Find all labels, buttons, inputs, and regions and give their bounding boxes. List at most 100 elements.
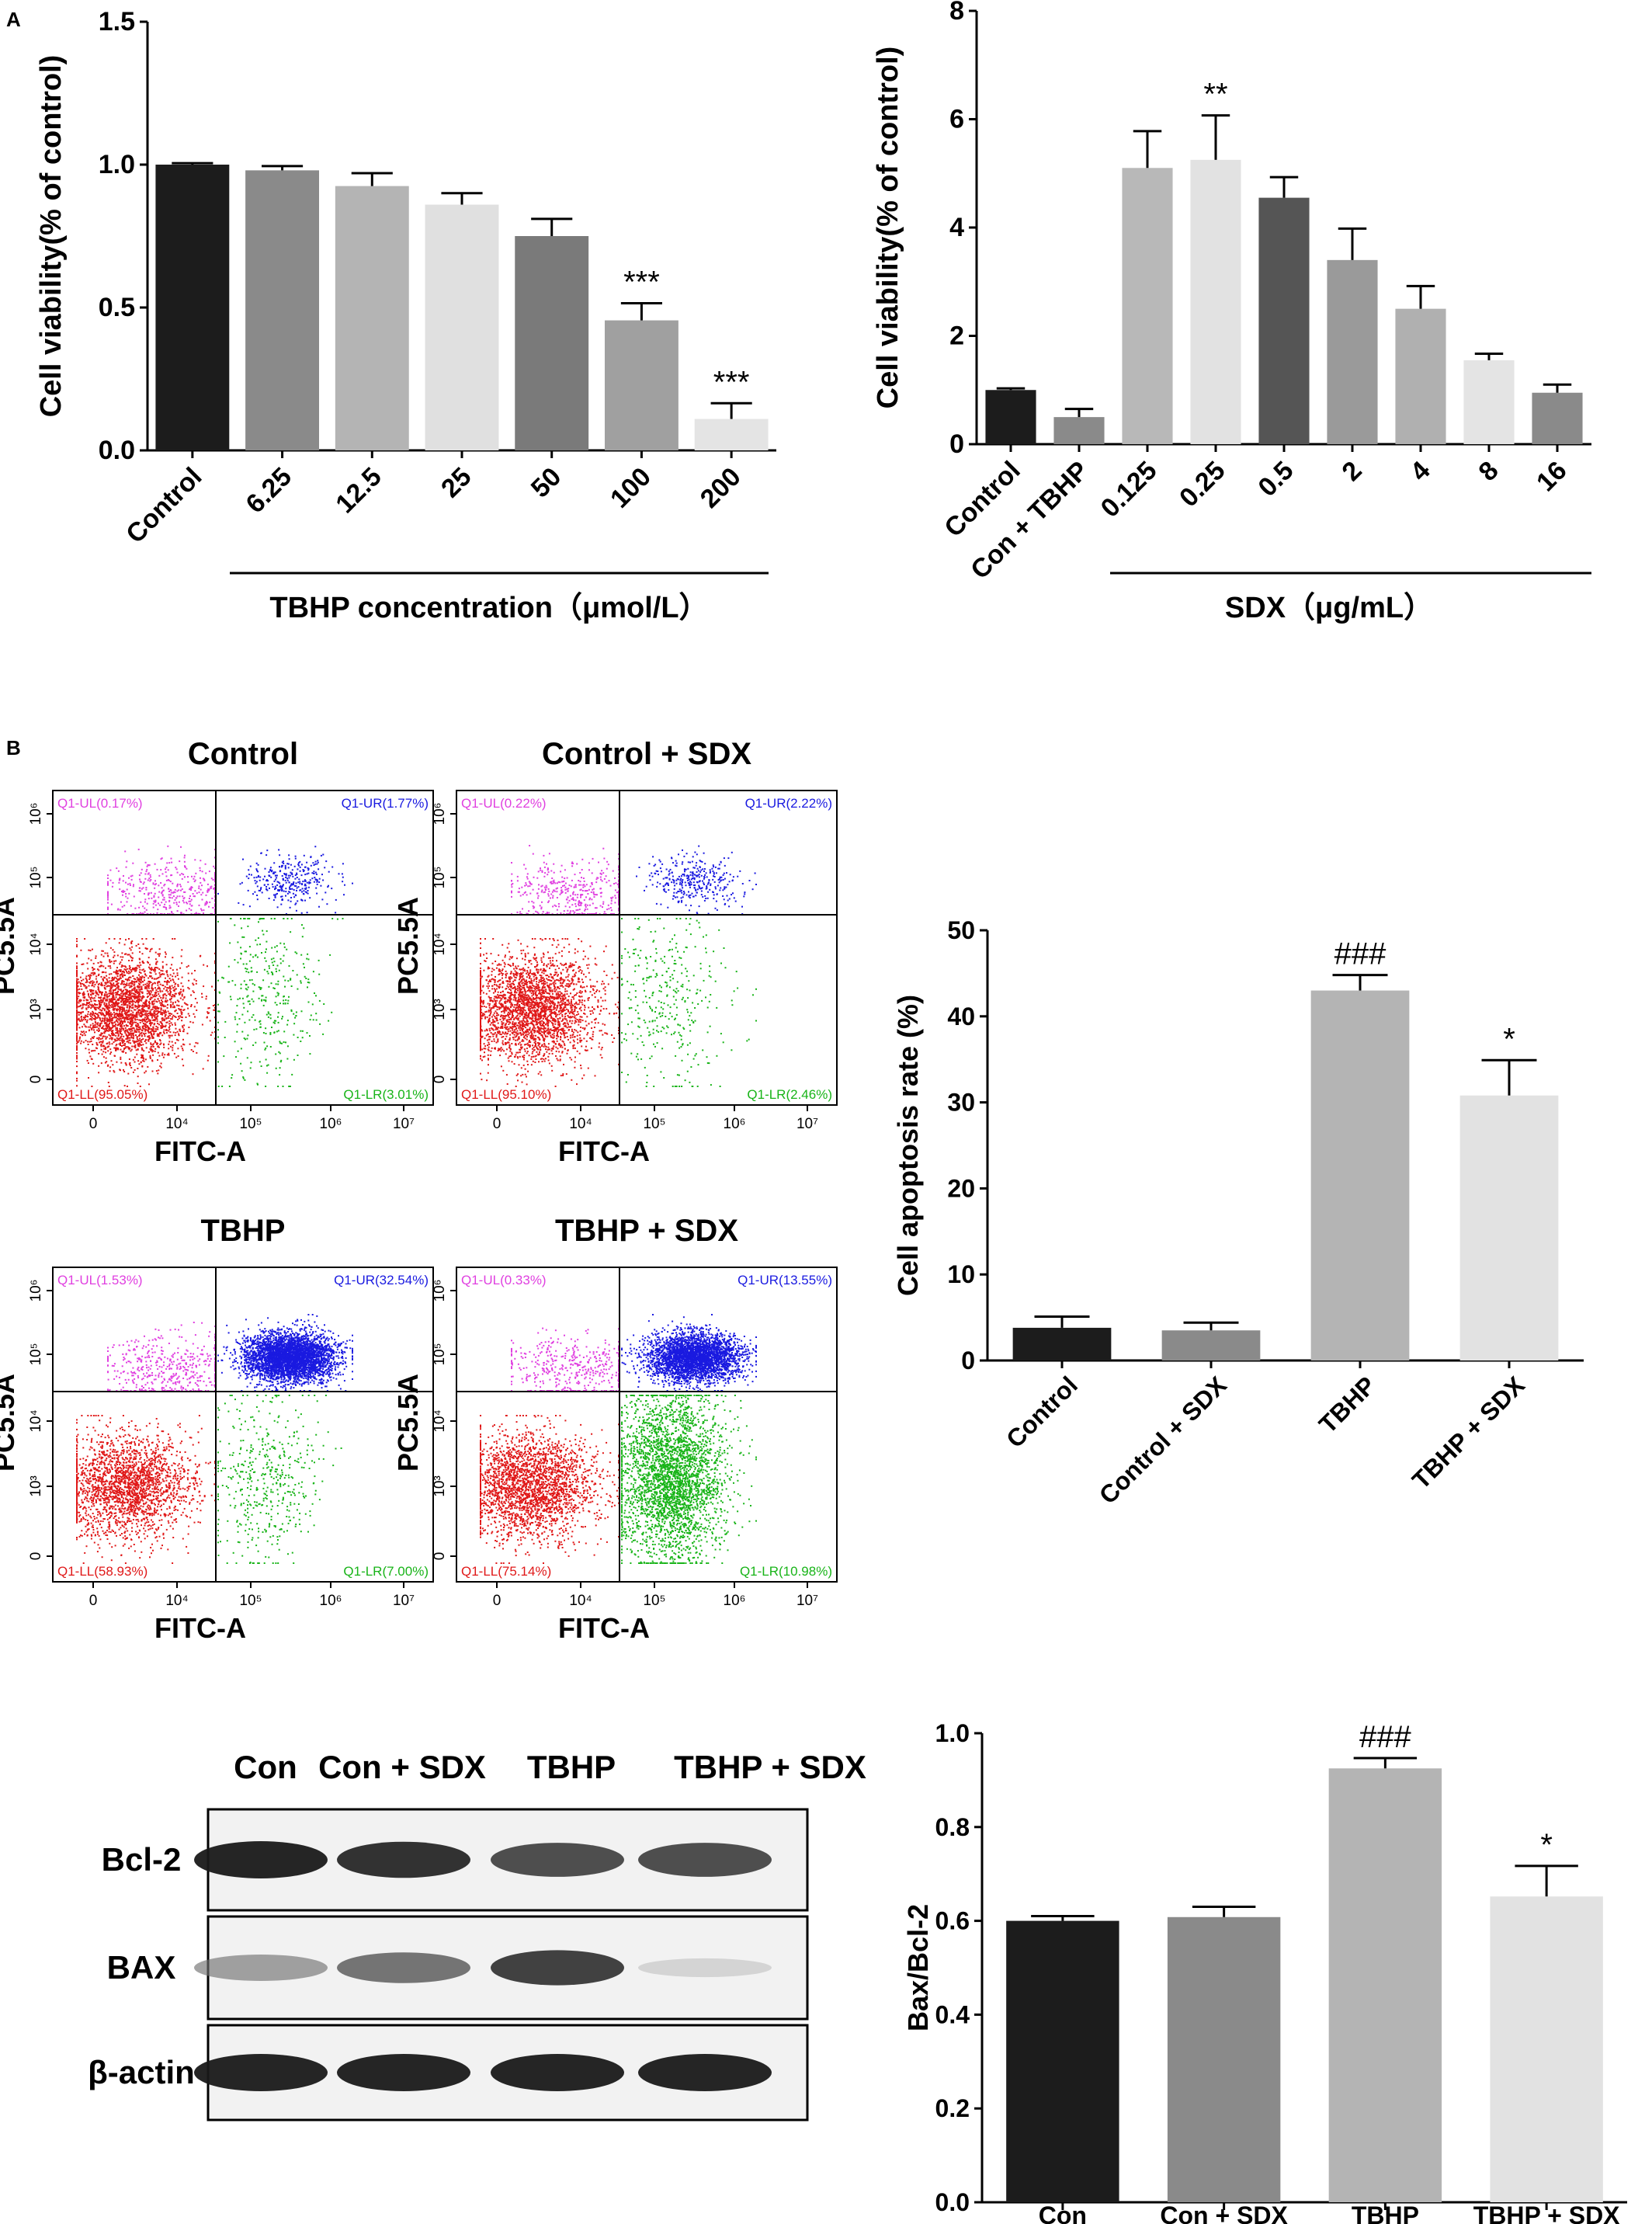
flow-dot-cloud — [480, 845, 757, 1087]
a2-bar — [1190, 159, 1241, 444]
a1-y-tick-label: 0.5 — [99, 293, 135, 322]
blot-lane-label: Con — [234, 1749, 297, 1785]
flow-x-tick-label: 10⁵ — [643, 1116, 665, 1132]
a2-x-axis-label: SDX（μg/mL） — [1225, 592, 1433, 624]
b-y-tick-label: 30 — [947, 1089, 975, 1117]
a1-x-tick-label: 6.25 — [241, 462, 298, 520]
flow-y-tick-label: 10⁶ — [432, 803, 448, 825]
flow-x-tick-label: 10⁷ — [796, 1593, 818, 1609]
flow-x-axis-label: FITC-A — [154, 1612, 246, 1644]
b-x-tick-label: TBHP — [1314, 1371, 1381, 1438]
flow-y-tick-label: 0 — [432, 1076, 448, 1084]
flow-x-tick-label: 10⁵ — [239, 1116, 262, 1132]
flow-y-tick-label: 10⁵ — [28, 1343, 44, 1365]
a2-y-tick-label: 4 — [949, 213, 964, 242]
blot-row-label: BAX — [107, 1949, 176, 1986]
flow-x-tick-label: 10⁵ — [643, 1593, 665, 1609]
flow-y-tick-label: 10⁶ — [28, 803, 44, 825]
flow-plot-title: Control — [188, 737, 298, 771]
b-x-tick-label: Control + SDX — [1094, 1371, 1233, 1510]
a1-bar — [335, 186, 409, 450]
a1-significance-label: *** — [623, 265, 660, 299]
b-significance-label: * — [1503, 1022, 1515, 1056]
flow-y-tick-label: 10⁴ — [28, 1409, 44, 1432]
b-y-axis-label: Cell apoptosis rate (%) — [892, 995, 924, 1296]
a2-y-tick-label: 8 — [949, 0, 964, 26]
flow-quadrant-ul-label: Q1-UL(0.33%) — [461, 1273, 547, 1287]
flow-x-tick-label: 0 — [89, 1116, 98, 1132]
flow-quadrant-lr-label: Q1-LR(3.01%) — [343, 1087, 429, 1102]
a2-y-tick-label: 0 — [949, 429, 964, 459]
blot-band — [194, 2054, 328, 2091]
flow-x-tick-label: 10⁴ — [569, 1593, 592, 1609]
blot-band — [638, 1958, 772, 1978]
a2-x-tick-label: 0.5 — [1252, 456, 1299, 502]
a1-x-tick-label: 12.5 — [330, 462, 387, 520]
flow-x-tick-label: 10⁷ — [393, 1116, 415, 1132]
flow-plot-frame — [52, 790, 434, 1106]
bax-bcl2-chart: 0.0 0.2 0.4 0.6 0.8 1.0 Bax/Bcl-2 Con Con + SDX #… — [902, 1719, 1627, 2224]
c-x-tick-label: Con + SDX — [1160, 2201, 1288, 2224]
flow-plot-title: TBHP — [201, 1214, 286, 1248]
blot-band — [491, 1950, 624, 1986]
blot-band — [337, 1952, 470, 1983]
a2-x-tick-label: 16 — [1531, 456, 1573, 498]
flow-y-tick-label: 10⁵ — [432, 866, 448, 888]
blot-row-label: β-actin — [88, 2054, 195, 2090]
a1-x-tick-label: Control — [120, 462, 207, 549]
flow-quadrant-ul-label: Q1-UL(0.17%) — [57, 796, 143, 811]
flow-plot-frame — [52, 1267, 434, 1583]
flow-y-tick-label: 10³ — [28, 999, 44, 1020]
b-bar — [1459, 1095, 1559, 1360]
flow-quadrant-ur-label: Q1-UR(2.22%) — [745, 796, 832, 811]
flow-x-axis-label: FITC-A — [558, 1135, 650, 1167]
flow-quadrant-ll-label: Q1-LL(75.14%) — [461, 1564, 551, 1579]
blot-band — [337, 1841, 470, 1878]
a1-bar — [245, 170, 320, 451]
blot-lane-label: TBHP + SDX — [674, 1749, 866, 1785]
c-y-tick-label: 0.2 — [935, 2094, 970, 2122]
flow-y-axis-label: PC5.5A — [0, 897, 20, 995]
b-x-tick-label: Control — [1001, 1371, 1083, 1453]
flow-y-tick-label: 10³ — [432, 1475, 448, 1496]
c-y-tick-label: 1.0 — [935, 1719, 970, 1747]
a2-y-axis-label: Cell viability(% of control) — [872, 47, 904, 409]
b-y-tick-label: 10 — [947, 1260, 975, 1288]
a1-x-tick-label: 200 — [695, 462, 747, 514]
c-y-tick-label: 0.6 — [935, 1907, 970, 1935]
c-bar — [1328, 1768, 1442, 2202]
flow-quadrant-ll-label: Q1-LL(95.10%) — [461, 1087, 551, 1102]
flow-x-tick-label: 10⁷ — [796, 1116, 818, 1132]
b-y-tick-label: 50 — [947, 916, 975, 944]
flow-y-tick-label: 0 — [432, 1552, 448, 1561]
panel-label-a: A — [6, 8, 21, 31]
b-bar — [1310, 990, 1410, 1360]
flow-quadrant-ll-label: Q1-LL(95.05%) — [57, 1087, 148, 1102]
a1-bar — [155, 165, 230, 450]
c-y-tick-label: 0.4 — [935, 2000, 970, 2028]
a1-bar — [604, 320, 678, 450]
flow-x-tick-label: 10⁶ — [320, 1593, 342, 1609]
flow-quadrant-ul-label: Q1-UL(0.22%) — [461, 796, 547, 811]
a2-significance-label: ** — [1203, 78, 1227, 112]
a1-bar — [694, 419, 769, 450]
flow-y-tick-label: 10⁴ — [432, 933, 448, 955]
a2-bar — [1122, 168, 1173, 444]
blot-row-label: Bcl-2 — [102, 1841, 182, 1878]
a2-y-tick-label: 2 — [949, 321, 964, 351]
flow-y-axis-label: PC5.5A — [392, 897, 424, 995]
b-bar — [1012, 1327, 1112, 1360]
a2-x-tick-label: 0.125 — [1095, 456, 1163, 523]
flow-quadrant-lr-label: Q1-LR(10.98%) — [740, 1564, 832, 1579]
c-x-tick-label: TBHP — [1352, 2201, 1419, 2224]
c-bar — [1006, 1920, 1119, 2202]
blot-band — [491, 1843, 624, 1877]
blot-lane-label: TBHP — [527, 1749, 616, 1785]
c-y-axis-label: Bax/Bcl-2 — [902, 1904, 934, 2031]
flow-x-tick-label: 10⁷ — [393, 1593, 415, 1609]
c-x-tick-label: TBHP + SDX — [1473, 2201, 1620, 2224]
a2-x-tick-label: 0.25 — [1174, 456, 1231, 513]
b-bar — [1161, 1330, 1261, 1360]
blot-band — [194, 1955, 328, 1981]
flow-x-tick-label: 10⁶ — [320, 1116, 342, 1132]
